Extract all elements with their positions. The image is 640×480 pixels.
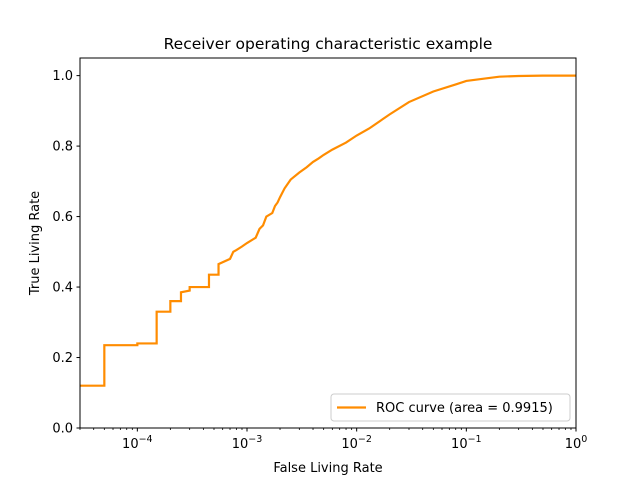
chart-title: Receiver operating characteristic exampl…: [164, 35, 493, 53]
x-tick-label: 10−4: [122, 434, 153, 452]
y-tick-label: 0.6: [52, 210, 73, 225]
y-tick-label: 0.8: [52, 140, 73, 155]
axes-ticks: 0.0 0.2 0.4 0.6 0.8 1.0 10−4 10−3 10−2 10−1 100: [52, 69, 587, 452]
legend: ROC curve (area = 0.9915): [330, 393, 571, 422]
series-layer: [80, 74, 576, 387]
y-tick-label: 0.0: [52, 422, 73, 437]
x-tick-label: 10−2: [341, 434, 372, 452]
y-tick-label: 1.0: [52, 69, 73, 84]
x-tick-label: 10−1: [451, 434, 482, 452]
legend-box: [330, 393, 571, 422]
x-tick-label: 10−3: [232, 434, 263, 452]
y-axis-label: True Living Rate: [28, 191, 43, 296]
plot-area-frame: [79, 57, 577, 429]
y-tick-label: 0.2: [52, 351, 73, 366]
legend-entry-label: ROC curve (area = 0.9915): [376, 401, 553, 416]
x-tick-label: 100: [565, 434, 588, 452]
y-tick-label: 0.4: [52, 281, 73, 296]
x-axis-label: False Living Rate: [273, 461, 382, 476]
roc-curve-line: [80, 74, 576, 387]
